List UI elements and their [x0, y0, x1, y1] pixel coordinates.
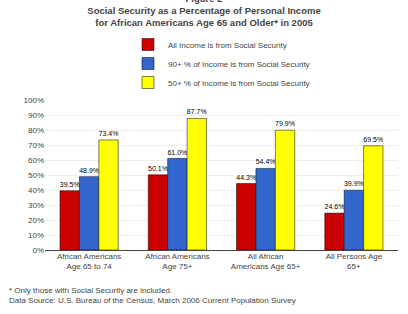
svg-text:20%: 20%	[28, 216, 44, 225]
svg-text:100%: 100%	[24, 96, 44, 105]
svg-text:87.7%: 87.7%	[187, 108, 207, 115]
svg-text:30%: 30%	[28, 201, 44, 210]
svg-text:60%: 60%	[28, 156, 44, 165]
svg-text:73.4%: 73.4%	[99, 130, 119, 137]
svg-text:24.6%: 24.6%	[325, 203, 345, 210]
svg-text:48.9%: 48.9%	[79, 167, 99, 174]
svg-text:50%: 50%	[28, 171, 44, 180]
svg-text:44.3%: 44.3%	[236, 174, 256, 181]
svg-text:70%: 70%	[28, 141, 44, 150]
svg-text:African AmericansAge 65 to 74: African AmericansAge 65 to 74	[57, 252, 121, 271]
svg-text:80%: 80%	[28, 126, 44, 135]
svg-text:79.9%: 79.9%	[275, 120, 295, 127]
svg-text:50+ % of Income is from Social: 50+ % of Income is from Social Security	[168, 79, 310, 88]
svg-text:39.9%: 39.9%	[344, 180, 364, 187]
svg-text:All Persons Age65+: All Persons Age65+	[326, 252, 383, 271]
svg-text:54.4%: 54.4%	[256, 158, 276, 165]
svg-text:50.1%: 50.1%	[148, 165, 168, 172]
svg-text:10%: 10%	[28, 231, 44, 240]
svg-text:All Income is from Social Secu: All Income is from Social Security	[168, 41, 287, 50]
svg-text:Figure 2Social Security as a P: Figure 2Social Security as a Percentage …	[87, 0, 320, 28]
svg-text:0%: 0%	[32, 246, 44, 255]
svg-text:40%: 40%	[28, 186, 44, 195]
svg-text:39.5%: 39.5%	[60, 181, 80, 188]
svg-text:All AfricanAmericans Age 65+: All AfricanAmericans Age 65+	[231, 252, 301, 271]
svg-text:61.0%: 61.0%	[167, 149, 187, 156]
svg-text:69.5%: 69.5%	[363, 136, 383, 143]
svg-text:African AmericansAge 75+: African AmericansAge 75+	[145, 252, 209, 271]
svg-text:* Only those with Social Secur: * Only those with Social Security are in…	[9, 286, 296, 305]
svg-text:90%: 90%	[28, 111, 44, 120]
svg-text:90+ % of Income is from Social: 90+ % of Income is from Social Security	[168, 60, 310, 69]
